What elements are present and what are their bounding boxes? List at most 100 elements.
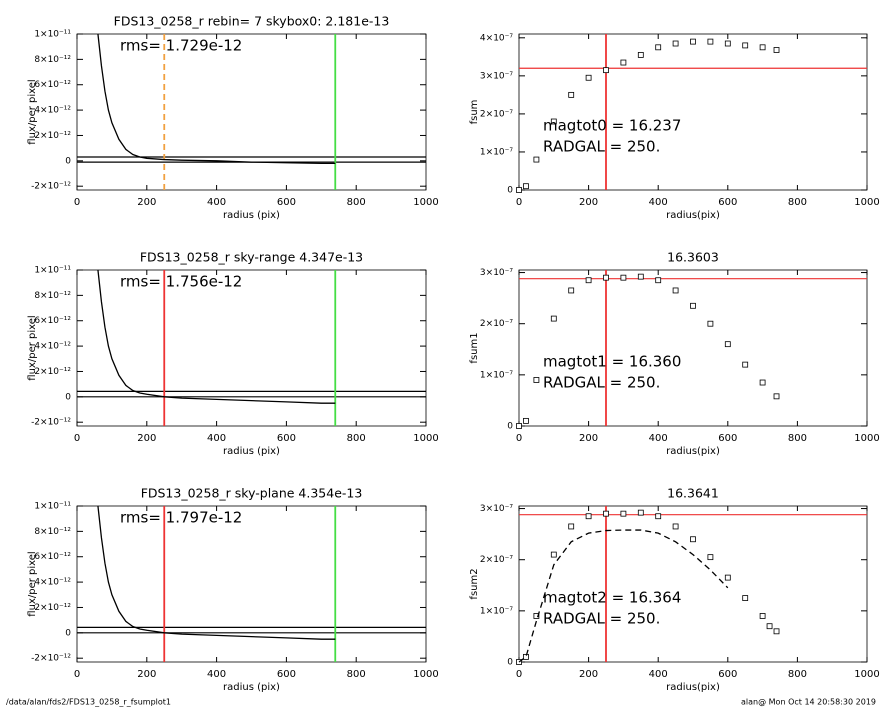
x-axis-label: radius (pix)	[223, 446, 280, 457]
y-tick-label: 3×10⁻⁷	[480, 268, 513, 278]
x-tick-label: 0	[74, 197, 80, 208]
data-point	[707, 38, 714, 45]
data-point	[585, 277, 592, 284]
plot-frame	[76, 33, 427, 191]
data-point	[655, 44, 662, 51]
x-tick-label: 200	[137, 669, 156, 680]
x-axis-label: radius(pix)	[666, 446, 720, 457]
x-tick-label: 0	[74, 669, 80, 680]
plot-frame	[76, 269, 427, 427]
y-tick-label: 1×10⁻⁷	[480, 606, 513, 616]
y-tick-label: 2×10⁻¹²	[34, 131, 71, 141]
data-point	[655, 277, 662, 284]
x-tick-label: 1000	[854, 669, 879, 680]
y-axis-label: flux/per pixel	[27, 551, 38, 616]
x-tick-label: 800	[788, 669, 807, 680]
annotation: magtot1 = 16.360	[543, 353, 681, 371]
y-tick-label: 0	[65, 156, 71, 166]
plot-title: FDS13_0258_r rebin= 7 skybox0: 2.181e-13	[114, 14, 390, 29]
data-line	[97, 505, 336, 640]
x-tick-label: 0	[516, 433, 522, 444]
data-point	[568, 287, 575, 294]
data-point	[707, 554, 714, 561]
x-tick-label: 200	[137, 197, 156, 208]
y-tick-label: 3×10⁻⁷	[480, 504, 513, 514]
data-point	[759, 44, 766, 51]
x-tick-label: 800	[347, 197, 366, 208]
x-tick-label: 0	[516, 669, 522, 680]
y-tick-label: 2×10⁻⁷	[480, 555, 513, 565]
x-tick-label: 400	[207, 669, 226, 680]
data-point	[568, 523, 575, 530]
plot-frame	[518, 33, 868, 191]
x-tick-label: 200	[579, 669, 598, 680]
y-tick-label: 1×10⁻⁷	[480, 370, 513, 380]
x-axis-label: radius (pix)	[223, 682, 280, 693]
data-point	[603, 274, 609, 281]
data-point	[568, 91, 575, 98]
data-point	[690, 38, 696, 45]
data-point	[637, 273, 644, 280]
data-point	[724, 341, 731, 348]
y-tick-label: 4×10⁻⁷	[480, 33, 513, 43]
annotation: rms= 1.756e-12	[120, 273, 242, 291]
x-tick-label: 200	[579, 197, 598, 208]
data-point	[516, 423, 522, 429]
data-point	[672, 523, 679, 530]
y-tick-label: 0	[507, 658, 513, 668]
data-point	[523, 183, 529, 190]
y-tick-label: 1×10⁻¹¹	[34, 266, 71, 276]
x-tick-label: 400	[207, 433, 226, 444]
x-tick-label: 800	[347, 669, 366, 680]
y-axis-label: fsum1	[469, 332, 480, 363]
data-point	[637, 509, 644, 516]
x-tick-label: 600	[718, 669, 737, 680]
x-tick-label: 600	[277, 197, 296, 208]
y-tick-label: 1×10⁻¹¹	[34, 502, 71, 512]
y-tick-label: 4×10⁻¹²	[34, 578, 71, 588]
data-point	[533, 377, 540, 383]
data-point	[742, 361, 749, 368]
x-tick-label: 800	[788, 197, 807, 208]
x-tick-label: 600	[718, 433, 737, 444]
y-tick-label: 2×10⁻⁷	[480, 109, 513, 119]
plot-frame	[518, 505, 868, 663]
plot-frame	[76, 505, 427, 663]
data-point	[620, 59, 627, 66]
x-tick-label: 800	[347, 433, 366, 444]
data-point	[523, 653, 529, 660]
y-tick-label: 4×10⁻¹²	[34, 342, 71, 352]
x-tick-label: 200	[137, 433, 156, 444]
data-line	[518, 529, 729, 663]
x-tick-label: 1000	[413, 669, 438, 680]
y-tick-label: 0	[507, 422, 513, 432]
x-tick-label: 0	[516, 197, 522, 208]
x-tick-label: 1000	[854, 197, 879, 208]
y-tick-label: 6×10⁻¹²	[34, 80, 71, 90]
x-tick-label: 400	[649, 669, 668, 680]
data-point	[759, 613, 766, 619]
x-tick-label: 400	[207, 197, 226, 208]
data-point	[672, 40, 679, 47]
y-tick-label: -2×10⁻¹²	[31, 182, 71, 192]
data-point	[620, 510, 627, 517]
y-tick-label: 0	[65, 392, 71, 402]
x-tick-label: 0	[74, 433, 80, 444]
annotation: rms= 1.797e-12	[120, 509, 242, 527]
data-point	[707, 320, 714, 327]
y-tick-label: 1×10⁻¹¹	[34, 30, 71, 40]
plot-title: 16.3641	[667, 486, 719, 501]
x-tick-label: 200	[579, 433, 598, 444]
data-point	[759, 379, 766, 386]
y-tick-label: 8×10⁻¹²	[34, 527, 71, 537]
annotation: RADGAL = 250.	[543, 138, 660, 156]
data-point	[773, 47, 780, 53]
x-axis-label: radius (pix)	[223, 210, 280, 221]
x-tick-label: 400	[649, 197, 668, 208]
footer-right: alan@ Mon Oct 14 20:58:30 2019	[741, 698, 876, 707]
x-tick-label: 1000	[413, 197, 438, 208]
y-tick-label: 3×10⁻⁷	[480, 71, 513, 81]
data-point	[766, 623, 773, 630]
data-point	[620, 274, 627, 281]
